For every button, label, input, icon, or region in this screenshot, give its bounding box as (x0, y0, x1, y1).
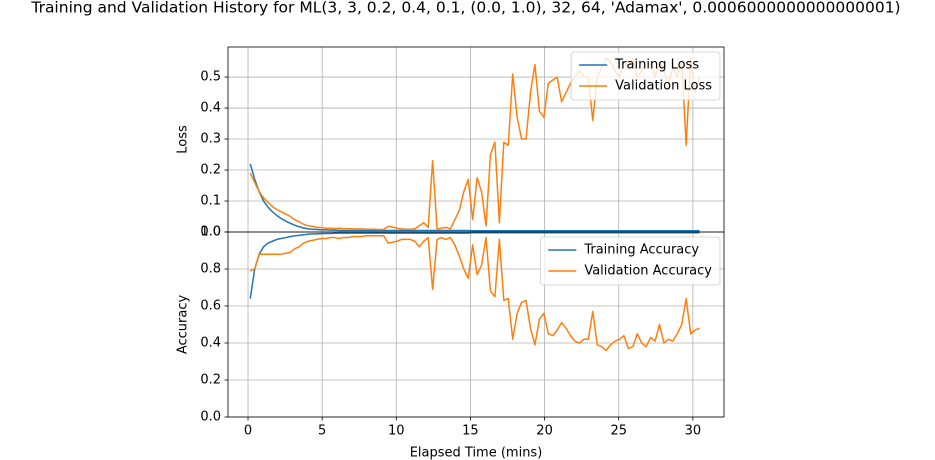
y-tick-label: 0.2 (200, 373, 221, 388)
legend: Training Loss Validation Loss (570, 51, 721, 101)
x-tick-label: 5 (318, 424, 326, 439)
y-tick-label: 1.0 (200, 225, 221, 240)
plot-area (249, 232, 700, 352)
legend-label: Validation Loss (615, 79, 712, 94)
series-line (249, 234, 700, 352)
x-axis-label: Elapsed Time (mins) (410, 446, 543, 460)
y-tick-label: 0.0 (200, 410, 221, 425)
y-tick-label: 0.8 (200, 262, 221, 277)
legend-label: Training Accuracy (583, 243, 699, 258)
y-tick-label: 0.2 (200, 163, 221, 178)
y-tick-label: 0.0 (200, 225, 221, 240)
legend-label: Training Loss (614, 58, 699, 73)
x-tick-label: 0 (244, 424, 252, 439)
series-line (249, 232, 700, 299)
y-tick-label: 0.4 (200, 336, 221, 351)
legend-box (570, 51, 721, 101)
x-tick-label: 30 (685, 424, 702, 439)
legend-box (539, 236, 721, 286)
x-tick-label: 10 (388, 424, 405, 439)
x-tick-label: 15 (462, 424, 479, 439)
y-tick-label: 0.6 (200, 299, 221, 314)
y-tick-label: 0.3 (200, 132, 221, 147)
series-line (249, 163, 700, 232)
y-tick-label: 0.1 (200, 194, 221, 209)
y-axis-label: Loss (176, 125, 191, 154)
legend: Training Accuracy Validation Accuracy (539, 236, 721, 286)
chart-title: Training and Validation History for ML(3… (30, 0, 900, 17)
y-axis-label: Accuracy (176, 295, 191, 355)
y-tick-label: 0.4 (200, 101, 221, 116)
axes-frame (227, 231, 725, 418)
x-tick-label: 20 (536, 424, 553, 439)
y-tick-label: 0.5 (200, 70, 221, 85)
legend-label: Validation Accuracy (584, 264, 712, 279)
x-tick-label: 25 (610, 424, 627, 439)
